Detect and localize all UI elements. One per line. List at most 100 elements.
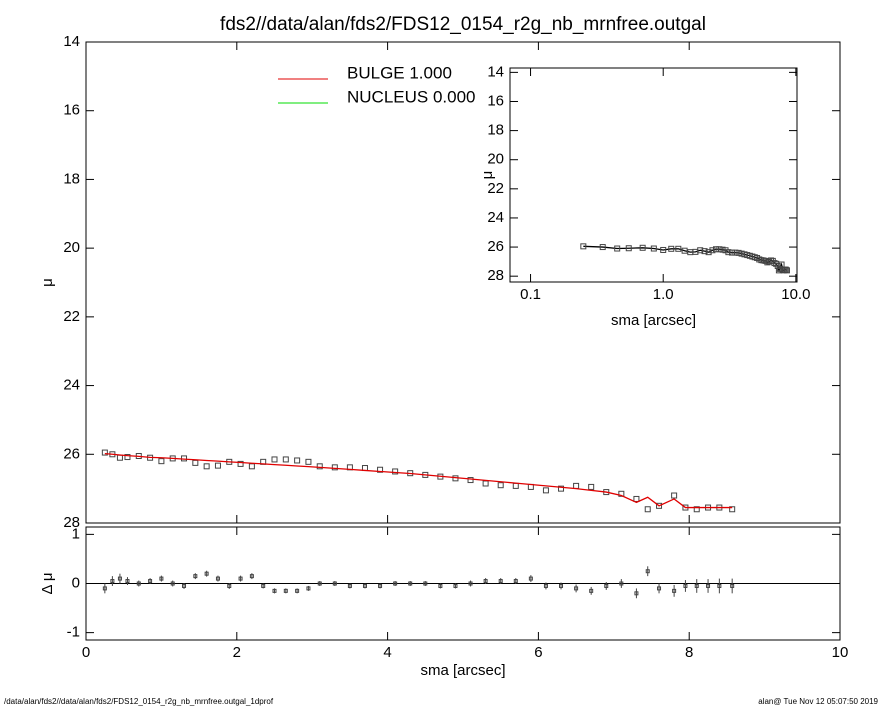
data-point	[468, 581, 473, 586]
data-point	[782, 266, 789, 273]
data-point	[681, 247, 688, 254]
data-point	[306, 586, 311, 591]
data-point	[362, 583, 367, 588]
data-point	[227, 583, 232, 588]
y-tick-label: 22	[487, 180, 504, 197]
x-tick-label: 0	[82, 644, 90, 661]
y-tick-label: -1	[67, 624, 80, 641]
data-point	[497, 482, 504, 489]
data-point	[148, 579, 153, 584]
data-point	[214, 462, 221, 469]
data-point	[543, 583, 548, 588]
data-point	[683, 583, 688, 588]
data-point	[204, 571, 209, 576]
data-point	[482, 480, 489, 487]
y-tick-label: 16	[63, 102, 80, 119]
y-tick-label: 26	[63, 445, 80, 462]
data-point	[717, 583, 722, 588]
data-point	[203, 463, 210, 470]
y-tick-label: 18	[487, 122, 504, 139]
data-point	[694, 583, 699, 588]
y-tick-label: 18	[63, 170, 80, 187]
y-tick-label: 0	[72, 574, 80, 591]
x-tick-label: 6	[534, 644, 542, 661]
data-point	[675, 245, 682, 252]
data-point	[483, 579, 488, 584]
data-point	[159, 576, 164, 581]
data-point	[467, 477, 474, 484]
data-point	[271, 456, 278, 463]
y-tick-label: 14	[487, 63, 504, 80]
data-point	[193, 574, 198, 579]
data-point	[618, 490, 625, 497]
data-point	[512, 482, 519, 489]
data-point	[101, 449, 108, 456]
data-point	[423, 581, 428, 586]
x-axis-label: sma [arcsec]	[420, 662, 505, 679]
data-point	[719, 246, 726, 253]
data-point	[709, 247, 716, 254]
data-point	[117, 576, 122, 581]
data-point	[660, 246, 667, 253]
legend-label: BULGE 1.000	[347, 63, 452, 82]
data-point	[170, 581, 175, 586]
data-point	[295, 588, 300, 593]
x-tick-label: 10	[832, 644, 849, 661]
y-tick-label: 16	[487, 92, 504, 109]
plot-frame	[85, 41, 841, 524]
data-point	[728, 249, 735, 256]
footer-right: alan@ Tue Nov 12 05:07:50 2019	[758, 697, 878, 706]
y-tick-label: 1	[72, 525, 80, 542]
data-point	[656, 502, 663, 509]
data-point	[668, 245, 675, 252]
y-tick-label: 28	[63, 514, 80, 531]
data-point	[589, 588, 594, 593]
data-point	[192, 459, 199, 466]
data-point	[215, 576, 220, 581]
data-point	[125, 579, 130, 584]
data-point	[110, 579, 115, 584]
data-point	[498, 579, 503, 584]
data-point	[305, 458, 312, 465]
x-tick-label: 10.0	[781, 286, 810, 303]
data-point	[625, 245, 632, 252]
data-point	[453, 583, 458, 588]
y-tick-label: 14	[63, 33, 80, 50]
data-point	[136, 581, 141, 586]
data-point	[716, 246, 723, 253]
data-point	[393, 581, 398, 586]
data-point	[438, 583, 443, 588]
data-point	[735, 249, 742, 256]
data-point	[619, 581, 624, 586]
y-axis-label: μ	[39, 278, 56, 287]
y-tick-label: 20	[487, 151, 504, 168]
data-point	[294, 457, 301, 464]
data-point	[604, 583, 609, 588]
data-point	[331, 464, 338, 471]
x-axis-label: sma [arcsec]	[611, 312, 696, 329]
data-point	[248, 463, 255, 470]
x-tick-label: 0.1	[520, 286, 541, 303]
data-point	[657, 586, 662, 591]
data-point	[730, 583, 735, 588]
data-point	[283, 588, 288, 593]
data-point	[650, 245, 657, 252]
data-point	[573, 482, 580, 489]
legend-label: NUCLEUS 0.000	[347, 87, 476, 106]
y-tick-label: 28	[487, 267, 504, 284]
data-point	[272, 588, 277, 593]
y-tick-label: 24	[487, 209, 504, 226]
data-point	[124, 454, 131, 461]
data-point	[706, 583, 711, 588]
data-point	[377, 466, 384, 473]
x-tick-label: 1.0	[653, 286, 674, 303]
data-point	[633, 495, 640, 502]
data-point	[559, 583, 564, 588]
y-tick-label: 20	[63, 239, 80, 256]
data-point	[158, 458, 165, 465]
data-point	[580, 243, 587, 250]
x-tick-label: 2	[233, 644, 241, 661]
data-point	[249, 574, 254, 579]
